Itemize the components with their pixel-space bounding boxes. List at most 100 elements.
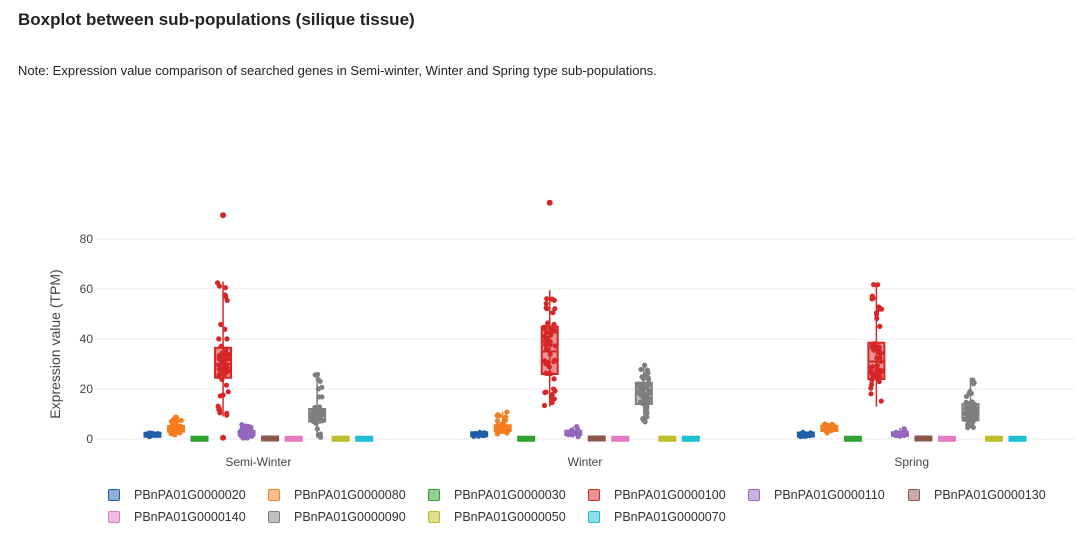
data-point (478, 431, 484, 437)
legend-swatch (108, 511, 120, 523)
data-point (216, 407, 222, 413)
data-point (225, 356, 231, 362)
data-point (822, 421, 828, 427)
data-point (314, 426, 320, 432)
data-point (802, 433, 808, 439)
data-point (543, 370, 549, 376)
legend-item[interactable]: PBnPA01G0000070 (588, 508, 748, 526)
y-tick-label: 60 (80, 282, 94, 296)
data-point (216, 371, 223, 377)
data-point (223, 382, 230, 388)
data-point (574, 423, 580, 430)
legend-item[interactable]: PBnPA01G0000030 (428, 486, 588, 504)
legend-label: PBnPA01G0000090 (294, 510, 406, 524)
legend-item[interactable]: PBnPA01G0000130 (908, 486, 1068, 504)
data-point (876, 378, 882, 385)
data-point (547, 351, 553, 357)
legend-swatch (268, 511, 280, 523)
y-axis-label: Expression value (TPM) (47, 269, 63, 418)
legend-swatch (268, 489, 280, 501)
data-point (494, 412, 500, 419)
data-point (640, 394, 646, 400)
data-point (550, 310, 556, 316)
data-point (644, 414, 650, 420)
data-point (247, 430, 253, 437)
data-point (870, 282, 877, 288)
legend-label: PBnPA01G0000100 (614, 488, 726, 502)
data-point (550, 386, 557, 392)
data-point (873, 372, 879, 378)
data-point (551, 323, 557, 329)
y-tick-label: 40 (80, 332, 94, 346)
legend-item[interactable]: PBnPA01G0000110 (748, 486, 908, 504)
data-point (216, 283, 223, 289)
data-point (549, 391, 555, 398)
data-point (875, 282, 881, 288)
data-point (822, 428, 829, 434)
data-point (868, 391, 874, 397)
data-point (218, 343, 224, 349)
data-point (828, 427, 835, 434)
data-point (548, 326, 554, 332)
data-point (224, 412, 230, 418)
data-point (970, 377, 976, 383)
data-point (549, 400, 555, 406)
data-point (966, 408, 972, 415)
data-point (223, 294, 229, 300)
legend-swatch (428, 511, 440, 523)
legend-item[interactable]: PBnPA01G0000050 (428, 508, 588, 526)
data-point (319, 417, 325, 424)
data-point (216, 336, 222, 342)
data-point (168, 418, 175, 424)
legend-item[interactable]: PBnPA01G0000100 (588, 486, 748, 504)
legend-item[interactable]: PBnPA01G0000020 (108, 486, 268, 504)
data-point (312, 372, 318, 378)
data-point (638, 399, 645, 405)
data-point (319, 409, 326, 415)
data-point (970, 424, 976, 430)
legend-label: PBnPA01G0000070 (614, 510, 726, 524)
data-point (224, 297, 230, 304)
data-point (971, 402, 977, 408)
data-point (176, 423, 183, 429)
y-tick-label: 80 (80, 232, 94, 246)
data-point (220, 392, 226, 398)
data-point (552, 306, 558, 312)
data-point (543, 300, 549, 307)
legend-item[interactable]: PBnPA01G0000080 (268, 486, 428, 504)
data-point (146, 430, 153, 436)
legend-label: PBnPA01G0000110 (774, 488, 885, 502)
data-point (168, 425, 174, 432)
data-point (644, 410, 650, 416)
boxplot-chart[interactable]: 0 20 40 60 80 Expression value (TPM) Semi-Wint… (0, 0, 1087, 480)
legend-item[interactable]: PBnPA01G0000140 (108, 508, 268, 526)
data-point (644, 401, 650, 407)
data-point (644, 367, 651, 373)
data-point (569, 429, 575, 435)
data-point (874, 315, 880, 322)
data-point (316, 394, 322, 400)
data-point (222, 285, 229, 291)
data-point (239, 433, 245, 439)
legend-item[interactable]: PBnPA01G0000090 (268, 508, 428, 526)
data-point (878, 358, 884, 365)
data-point (541, 402, 548, 409)
data-point (893, 429, 899, 435)
legend-label: PBnPA01G0000030 (454, 488, 566, 502)
data-point (224, 369, 230, 375)
data-point (877, 350, 883, 356)
data-point (869, 344, 875, 350)
data-point (874, 363, 880, 369)
data-point (223, 346, 229, 353)
data-point (965, 425, 971, 431)
data-point (225, 389, 231, 395)
data-point (869, 293, 875, 299)
data-point (541, 324, 547, 330)
data-point (311, 414, 317, 420)
data-point (644, 397, 651, 403)
legend-swatch (428, 489, 440, 501)
data-point (317, 378, 323, 384)
legend-swatch (588, 489, 600, 501)
data-point (317, 431, 324, 437)
page-note: Note: Expression value comparison of sea… (18, 63, 657, 78)
